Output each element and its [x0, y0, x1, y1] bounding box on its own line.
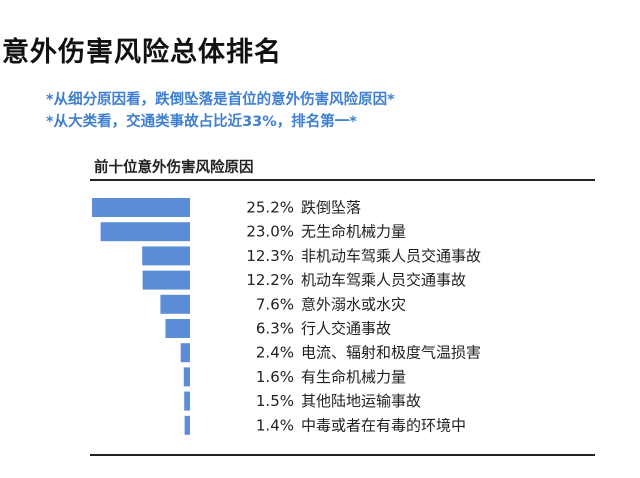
category-label-3: 非机动车驾乘人员交通事故: [301, 247, 481, 265]
category-label-7: 电流、辐射和极度气温损害: [301, 344, 481, 362]
value-label-2: 23.0%: [246, 223, 294, 241]
value-label-5: 7.6%: [256, 295, 294, 313]
category-label-8: 有生命机械力量: [301, 368, 406, 386]
chart-title: 前十位意外伤害风险原因: [94, 160, 254, 176]
bar-10: [184, 415, 190, 435]
chart-top-rule: [90, 179, 595, 181]
value-label-10: 1.4%: [256, 416, 294, 434]
value-label-4: 12.2%: [246, 271, 294, 289]
bar-2: [100, 222, 190, 242]
category-label-10: 中毒或者在有毒的环境中: [301, 416, 466, 434]
value-label-1: 25.2%: [246, 199, 294, 217]
bar-6: [165, 319, 190, 338]
bar-3: [142, 246, 190, 266]
chart-bottom-rule: [90, 454, 595, 456]
value-label-6: 6.3%: [256, 320, 294, 338]
value-label-8: 1.6%: [256, 368, 294, 386]
value-label-3: 12.3%: [246, 247, 294, 265]
category-label-2: 无生命机械力量: [301, 223, 406, 241]
category-label-1: 跌倒坠落: [301, 199, 361, 217]
bar-5: [160, 294, 190, 314]
value-label-7: 2.4%: [256, 344, 294, 362]
value-label-9: 1.5%: [256, 392, 294, 410]
bar-1: [92, 198, 190, 217]
category-label-9: 其他陆地运输事故: [301, 392, 421, 410]
note-category: *从大类看，交通类事故占比近33%，排名第一*: [46, 114, 357, 130]
category-label-6: 行人交通事故: [301, 320, 391, 338]
bar-9: [184, 391, 190, 411]
bar-8: [183, 367, 190, 387]
note-detail: *从细分原因看，跌倒坠落是首位的意外伤害风险原因*: [46, 92, 395, 108]
category-label-4: 机动车驾乘人员交通事故: [301, 271, 466, 289]
category-label-5: 意外溺水或水灾: [301, 295, 406, 313]
page-title: 意外伤害风险总体排名: [2, 37, 282, 68]
bar-7: [180, 343, 190, 363]
bar-4: [142, 270, 190, 290]
